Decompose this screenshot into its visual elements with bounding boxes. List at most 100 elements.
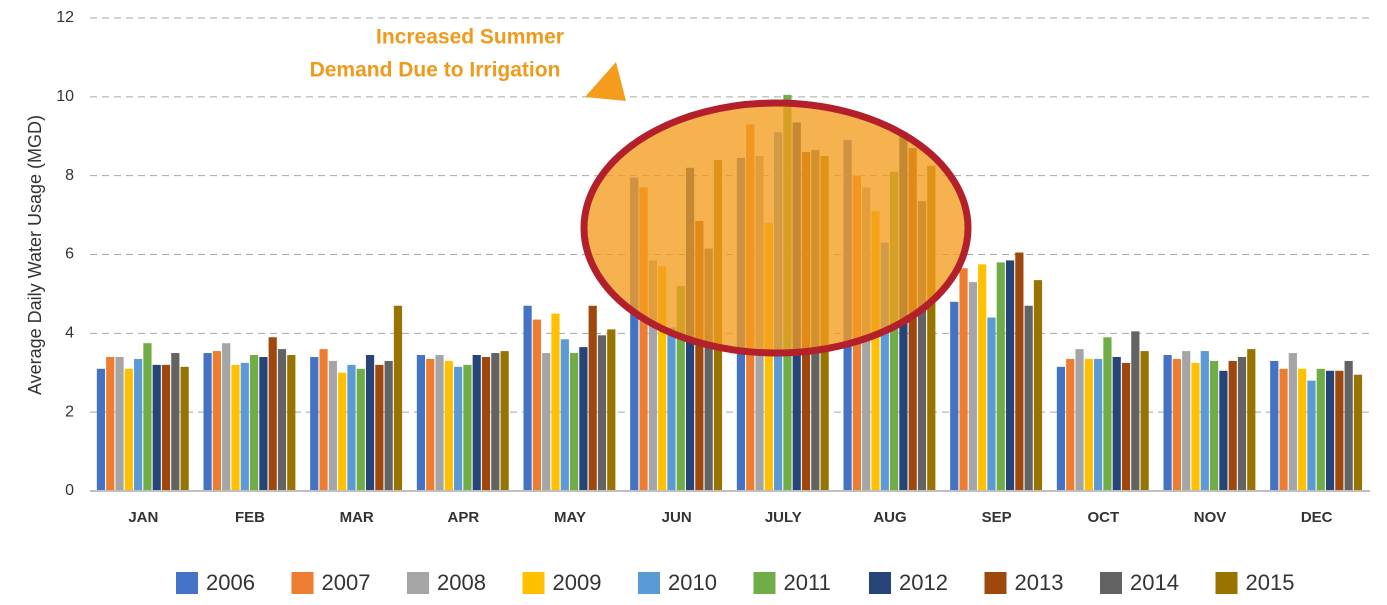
x-tick-label: AUG <box>873 509 906 526</box>
bar <box>328 360 337 491</box>
bar <box>115 356 124 491</box>
legend-label: 2012 <box>899 570 948 595</box>
bar <box>268 337 277 491</box>
bar <box>310 356 319 491</box>
y-tick-label: 2 <box>65 403 74 420</box>
x-tick-label: MAY <box>554 509 586 526</box>
bar <box>1131 331 1140 491</box>
bar <box>959 268 968 491</box>
bar <box>523 305 532 491</box>
bar <box>134 358 143 491</box>
legend-label: 2013 <box>1015 570 1064 595</box>
bar <box>648 260 657 491</box>
bar <box>1210 360 1219 491</box>
y-axis-label: Average Daily Water Usage (MGD) <box>25 115 45 395</box>
bar <box>560 339 569 491</box>
legend-label: 2010 <box>668 570 717 595</box>
bar <box>1307 380 1316 491</box>
bar <box>171 353 180 491</box>
legend-label: 2014 <box>1130 570 1179 595</box>
x-tick-label: OCT <box>1087 509 1119 526</box>
bar <box>570 353 579 491</box>
annotation-arrow <box>585 62 626 101</box>
bar <box>667 327 676 491</box>
legend-swatch <box>869 572 891 594</box>
bar <box>542 353 551 491</box>
bar <box>1084 358 1093 491</box>
bar <box>384 360 393 491</box>
legend-label: 2007 <box>322 570 371 595</box>
bar <box>1325 370 1335 491</box>
bar <box>551 313 560 491</box>
bar <box>871 211 880 491</box>
x-tick-label: DEC <box>1301 509 1333 526</box>
bar <box>639 187 648 491</box>
annotation-text: Demand Due to Irrigation <box>310 59 561 82</box>
bar <box>222 343 231 491</box>
bar <box>658 266 667 491</box>
bar <box>319 349 328 491</box>
bar <box>1228 360 1237 491</box>
bar <box>1103 337 1112 491</box>
bar <box>1121 362 1131 491</box>
bar <box>1172 358 1181 491</box>
legend-swatch <box>407 572 429 594</box>
x-tick-label: NOV <box>1194 509 1227 526</box>
legend-swatch <box>1215 572 1238 594</box>
bar <box>1247 349 1256 491</box>
bar <box>1316 368 1325 491</box>
legend-swatch <box>753 572 776 594</box>
bar <box>917 201 927 491</box>
legend-swatch <box>291 572 314 594</box>
annotation-text: Increased Summer <box>376 26 564 49</box>
x-tick-label: JULY <box>765 509 802 526</box>
y-tick-label: 4 <box>65 325 74 342</box>
bar <box>347 364 356 491</box>
bar <box>1140 351 1149 491</box>
bar <box>978 264 987 491</box>
bar <box>1094 358 1103 491</box>
bar <box>950 301 959 491</box>
bar <box>1066 358 1075 491</box>
legend-swatch <box>638 572 660 594</box>
bar <box>454 366 463 491</box>
bar <box>607 329 616 491</box>
y-tick-label: 12 <box>56 9 74 26</box>
bar <box>968 282 977 491</box>
bar <box>1182 351 1191 491</box>
bar <box>426 358 435 491</box>
legend-label: 2006 <box>206 570 255 595</box>
bar <box>1163 355 1172 491</box>
bar <box>1353 374 1363 491</box>
y-tick-label: 10 <box>56 88 74 105</box>
bar <box>996 262 1005 491</box>
bar <box>1335 370 1344 491</box>
bar <box>472 355 481 491</box>
bar <box>393 305 403 491</box>
bar <box>1279 368 1288 491</box>
bar <box>152 364 161 491</box>
bar <box>1288 353 1297 491</box>
legend-swatch <box>522 572 545 594</box>
y-tick-label: 6 <box>65 246 74 263</box>
x-tick-label: APR <box>447 509 479 526</box>
bar <box>1219 370 1228 491</box>
legend-label: 2011 <box>784 570 831 595</box>
bar <box>597 335 607 491</box>
bar <box>287 355 296 491</box>
bar <box>890 171 899 491</box>
bar <box>231 364 240 491</box>
bar <box>203 353 212 491</box>
bar <box>1056 366 1066 491</box>
highlight-ellipse <box>580 99 972 357</box>
bar <box>180 366 189 491</box>
bar <box>1015 252 1024 491</box>
legend-swatch <box>984 572 1007 594</box>
bar <box>1024 305 1033 491</box>
y-tick-label: 0 <box>65 482 74 499</box>
legend-label: 2015 <box>1246 570 1295 595</box>
bar <box>695 220 704 491</box>
bar <box>588 305 597 491</box>
bar <box>338 372 347 491</box>
